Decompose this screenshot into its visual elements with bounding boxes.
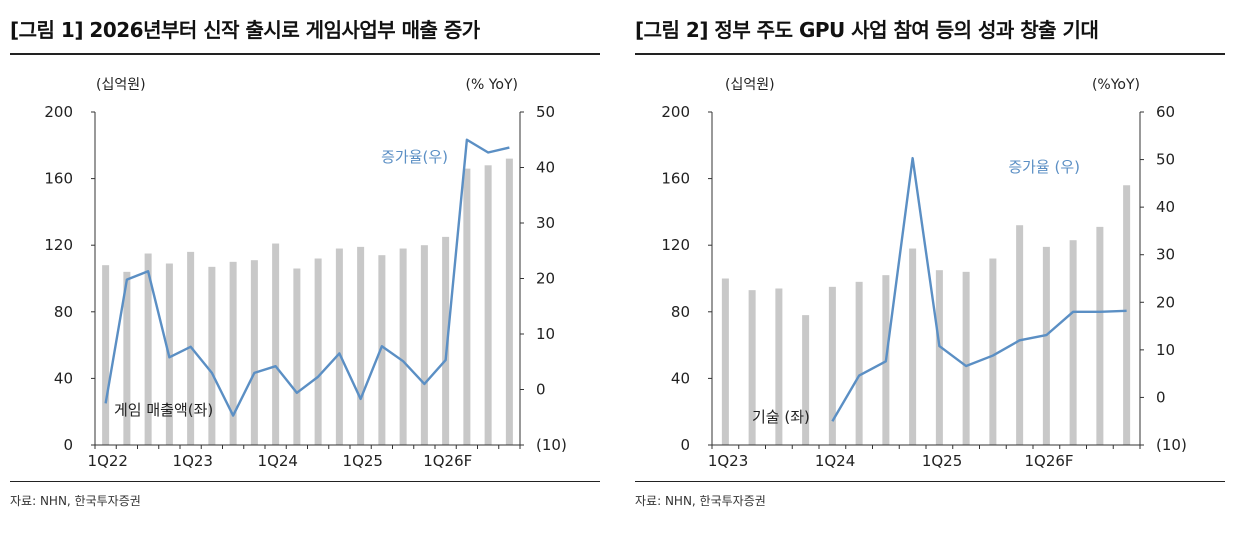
- line-series-label: 증가율(우): [381, 148, 448, 166]
- bar: [1123, 185, 1131, 445]
- bar-series-label: 기술 (좌): [752, 408, 810, 426]
- left-tick-label: 40: [54, 369, 73, 387]
- figure-1-panel: [그림 1] 2026년부터 신작 출시로 게임사업부 매출 증가 0 40 80 1…: [0, 0, 610, 542]
- left-unit-label: (십억원): [725, 77, 775, 93]
- bar: [935, 270, 943, 445]
- left-tick-label: 160: [44, 170, 73, 188]
- bar: [484, 165, 492, 445]
- right-tick-label: 40: [536, 159, 555, 177]
- figure-2-title: [그림 2] 정부 주도 GPU 사업 참여 등의 성과 창출 기대: [635, 18, 1099, 42]
- figure-1-bottom-rule: [10, 481, 600, 482]
- bar: [442, 236, 450, 445]
- growth-rate-line: [831, 156, 1127, 422]
- bar-series-label: 게임 매출액(좌): [114, 401, 213, 419]
- left-tick-label: 200: [661, 103, 690, 121]
- bar: [123, 271, 131, 445]
- x-tick-label: 1Q25: [343, 452, 383, 470]
- bar: [505, 158, 513, 445]
- left-tick-label: 120: [44, 236, 73, 254]
- right-tick-label: 30: [1156, 246, 1175, 264]
- x-tick-label: 1Q26F: [1025, 452, 1074, 470]
- bar: [721, 278, 729, 445]
- bar: [828, 286, 836, 445]
- bar: [748, 290, 756, 445]
- right-tick-label: 20: [1156, 293, 1175, 311]
- bar: [208, 266, 216, 445]
- figure-1-title: [그림 1] 2026년부터 신작 출시로 게임사업부 매출 증가: [10, 18, 480, 42]
- bar: [1069, 240, 1077, 445]
- figure-1-source: 자료: NHN, 한국투자증권: [10, 494, 141, 508]
- x-tick-label: 1Q26F: [423, 452, 472, 470]
- left-tick-label: 80: [54, 303, 73, 321]
- bar: [855, 281, 863, 445]
- bar: [802, 315, 810, 445]
- bar: [357, 246, 365, 445]
- left-tick-label: 160: [661, 170, 690, 188]
- right-tick-label: 0: [536, 381, 546, 399]
- right-tick-label: 10: [1156, 341, 1175, 359]
- figure-2-bottom-rule: [635, 481, 1225, 482]
- x-tick-label: 1Q23: [708, 452, 748, 470]
- bar: [1042, 246, 1050, 445]
- x-tick-label: 1Q23: [173, 452, 213, 470]
- left-tick-label: 0: [680, 436, 690, 454]
- bar: [378, 255, 386, 445]
- right-tick-label: 40: [1156, 198, 1175, 216]
- right-tick-label: 10: [536, 325, 555, 343]
- bar: [420, 245, 428, 445]
- bar: [962, 271, 970, 445]
- bar: [314, 258, 322, 445]
- figure-2-top-rule: [635, 53, 1225, 55]
- figure-2-panel: [그림 2] 정부 주도 GPU 사업 참여 등의 성과 창출 기대 0 40 80…: [625, 0, 1235, 542]
- right-unit-label: (%YoY): [1092, 77, 1140, 93]
- right-tick-label: 50: [536, 103, 555, 121]
- left-tick-label: 80: [671, 303, 690, 321]
- bar: [1016, 225, 1024, 445]
- bar: [399, 248, 407, 445]
- x-tick-label: 1Q22: [88, 452, 128, 470]
- left-tick-label: 120: [661, 236, 690, 254]
- bar: [335, 248, 343, 445]
- figure-1-chart: 0 40 80 120 160 200 (10) 0 10 20 30 40 50 1Q22 1Q23 1Q2…: [44, 77, 567, 470]
- line-series-label: 증가율 (우): [1008, 158, 1080, 176]
- left-tick-label: 40: [671, 369, 690, 387]
- right-tick-label: (10): [536, 436, 567, 454]
- bar: [229, 261, 237, 445]
- right-tick-label: (10): [1156, 436, 1187, 454]
- bar: [775, 288, 783, 445]
- left-unit-label: (십억원): [96, 77, 146, 93]
- growth-rate-line: [104, 138, 510, 417]
- bar: [909, 248, 917, 445]
- bar: [1096, 226, 1104, 445]
- bar: [293, 268, 301, 445]
- right-tick-label: 0: [1156, 388, 1166, 406]
- right-tick-label: 30: [536, 214, 555, 232]
- right-tick-label: 50: [1156, 151, 1175, 169]
- x-tick-label: 1Q24: [258, 452, 298, 470]
- x-tick-label: 1Q25: [922, 452, 962, 470]
- right-unit-label: (% YoY): [466, 77, 519, 93]
- left-tick-label: 200: [44, 103, 73, 121]
- bar: [463, 168, 471, 446]
- right-tick-label: 60: [1156, 103, 1175, 121]
- figure-2-chart: 0 40 80 120 160 200 (10) 0 10 20 30 40 50 60 1Q23 1Q24 1…: [661, 77, 1187, 470]
- figure-2-source: 자료: NHN, 한국투자증권: [635, 494, 766, 508]
- bar: [272, 243, 280, 445]
- left-tick-label: 0: [63, 436, 73, 454]
- x-tick-label: 1Q24: [815, 452, 855, 470]
- figure-1-top-rule: [10, 53, 600, 55]
- bar: [989, 258, 997, 445]
- bar: [144, 253, 152, 445]
- bar: [102, 265, 110, 445]
- right-tick-label: 20: [536, 270, 555, 288]
- bar: [250, 260, 258, 445]
